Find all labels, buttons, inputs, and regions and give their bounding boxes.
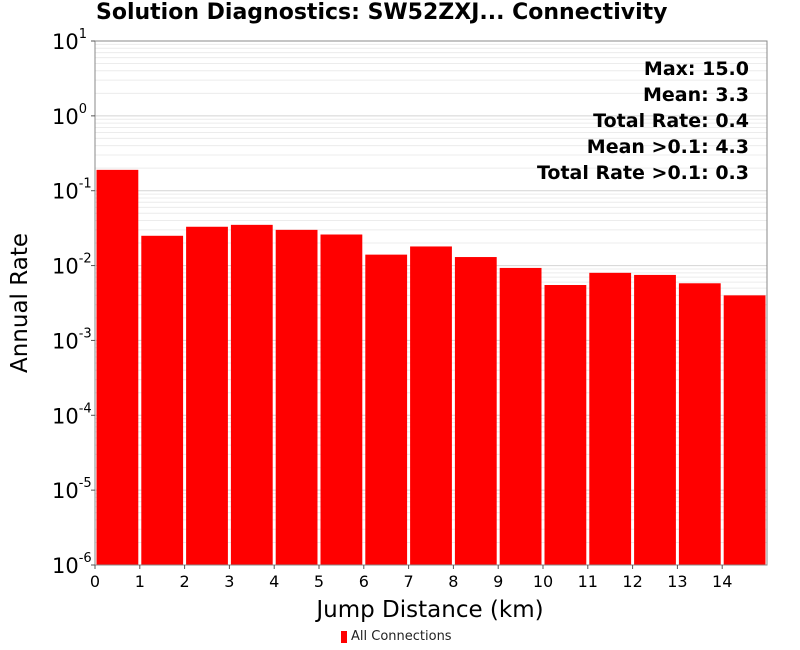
- x-tick-label: 3: [224, 572, 234, 591]
- x-tick-label: 2: [180, 572, 190, 591]
- x-tick-label: 0: [90, 572, 100, 591]
- x-tick-label: 6: [359, 572, 369, 591]
- x-axis-ticks: 0 1 2 3 4 5 6 7 8 9 10 11 12 13 14: [90, 565, 732, 591]
- bar: [275, 229, 318, 565]
- x-tick-label: 14: [712, 572, 732, 591]
- legend-label: All Connections: [351, 629, 452, 644]
- y-tick-label: 10-5: [52, 476, 92, 503]
- y-tick-label: 10-4: [52, 401, 92, 428]
- bar: [454, 257, 497, 565]
- y-tick-label: 10-3: [52, 326, 92, 353]
- y-axis-ticks: 101 100 10-1 10-2 10-3 10-4 10-5 10-6: [52, 27, 95, 578]
- chart-title: Solution Diagnostics: SW52ZXJ... Connect…: [96, 0, 668, 25]
- stats-annotation: Total Rate >0.1: 0.3: [537, 162, 749, 184]
- x-tick-label: 1: [135, 572, 145, 591]
- bar: [589, 272, 632, 565]
- bar: [634, 274, 676, 565]
- bar: [320, 234, 363, 566]
- x-tick-label: 9: [493, 572, 503, 591]
- x-axis-label: Jump Distance (km): [314, 597, 543, 623]
- y-axis-label: Annual Rate: [7, 233, 33, 373]
- y-tick-label: 10-2: [52, 252, 92, 279]
- legend: All Connections: [341, 629, 452, 644]
- x-tick-label: 7: [404, 572, 414, 591]
- x-tick-label: 10: [533, 572, 553, 591]
- bar: [723, 295, 766, 565]
- x-tick-label: 4: [269, 572, 279, 591]
- bar: [141, 235, 184, 565]
- bar: [544, 285, 587, 565]
- bar: [96, 169, 139, 565]
- bar: [410, 246, 452, 565]
- bar: [230, 224, 273, 565]
- y-tick-label: 10-6: [52, 551, 92, 578]
- stats-annotation: Mean >0.1: 4.3: [587, 136, 749, 158]
- stats-annotation: Mean: 3.3: [643, 84, 749, 106]
- x-tick-label: 11: [578, 572, 598, 591]
- x-tick-label: 12: [622, 572, 642, 591]
- bar: [678, 283, 721, 565]
- bars: [96, 169, 766, 566]
- legend-swatch: [341, 630, 347, 643]
- stats-annotation: Total Rate: 0.4: [593, 110, 749, 132]
- x-tick-label: 13: [667, 572, 687, 591]
- x-tick-label: 8: [448, 572, 458, 591]
- y-tick-label: 10-1: [52, 177, 92, 204]
- bar: [499, 267, 542, 565]
- y-tick-label: 101: [52, 27, 87, 54]
- stats-annotation: Max: 15.0: [644, 58, 749, 80]
- bar: [365, 254, 408, 566]
- x-tick-label: 5: [314, 572, 324, 591]
- bar: [186, 226, 228, 565]
- y-tick-label: 100: [52, 102, 87, 129]
- plot-frame: [94, 40, 768, 566]
- stats-annotations: Max: 15.0 Mean: 3.3 Total Rate: 0.4 Mean >0…: [537, 58, 749, 184]
